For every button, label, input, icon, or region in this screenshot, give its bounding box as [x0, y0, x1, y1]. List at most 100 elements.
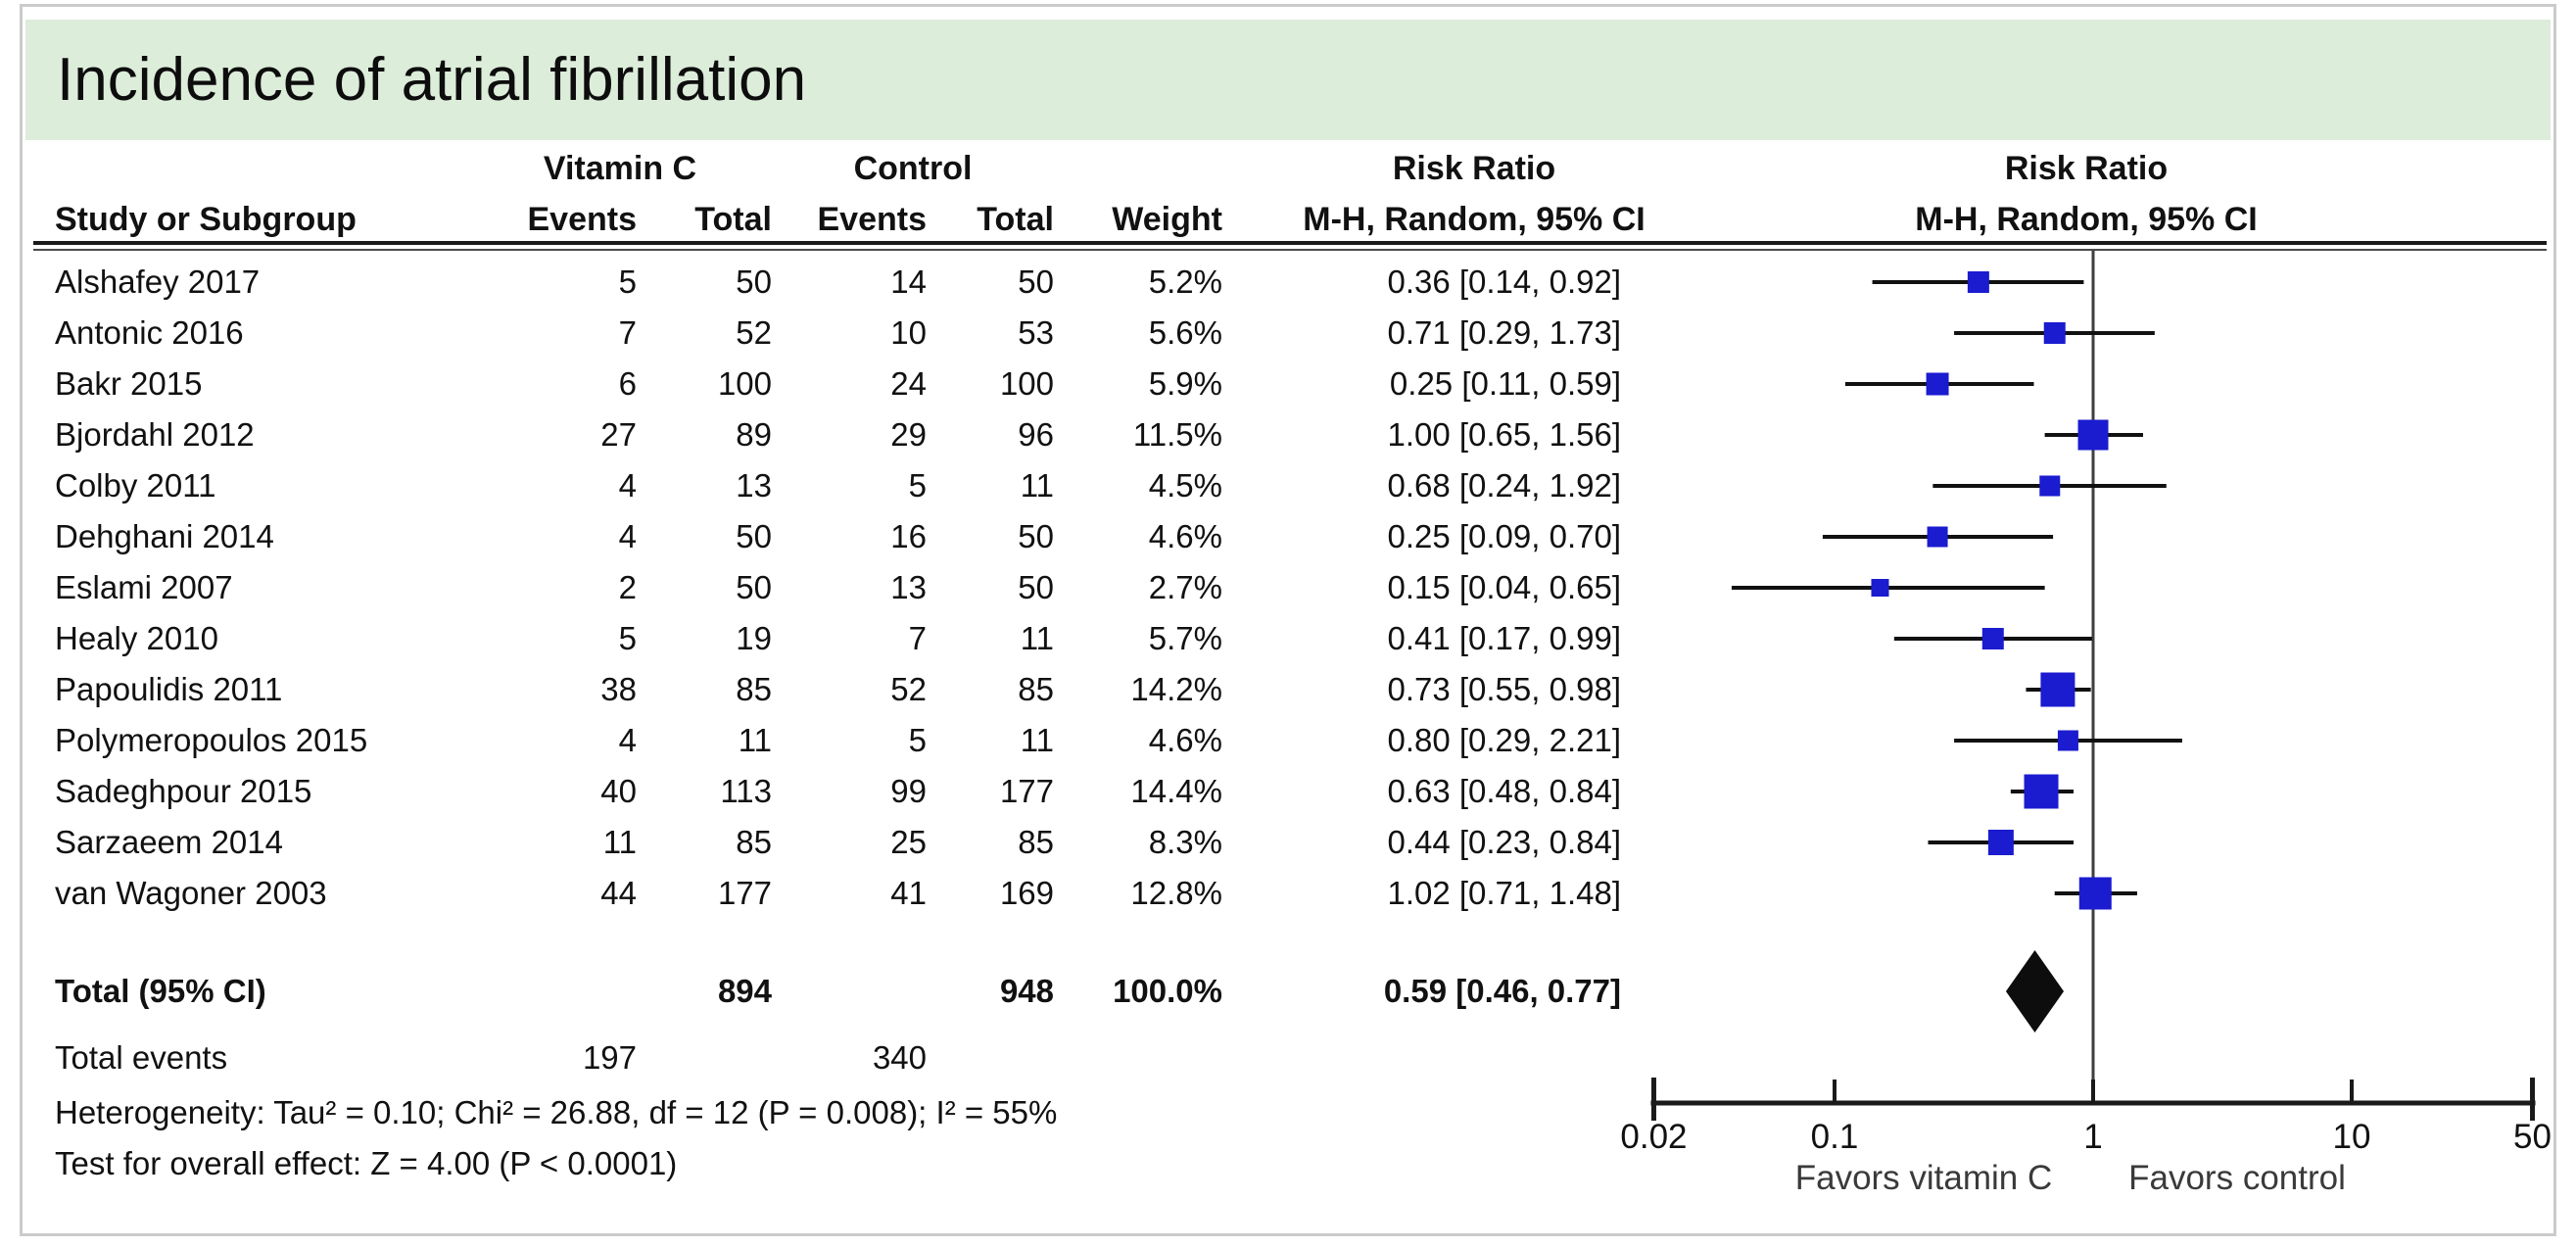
- vitc-total-cell: 50: [736, 569, 772, 605]
- control-total-cell: 11: [1020, 722, 1054, 758]
- risk-ratio-cell: 0.25 [0.11, 0.59]: [1389, 365, 1621, 402]
- total-label: Total (95% CI): [55, 973, 266, 1009]
- risk-ratio-cell: 0.25 [0.09, 0.70]: [1387, 518, 1621, 554]
- study-name-cell: Colby 2011: [55, 467, 216, 504]
- control-total-cell: 50: [1018, 264, 1054, 300]
- header-control-events: Events: [817, 201, 928, 238]
- control-total-cell: 169: [999, 875, 1054, 911]
- header-risk-ratio-text: Risk Ratio: [1392, 150, 1556, 187]
- risk-ratio-cell: 0.41 [0.17, 0.99]: [1387, 620, 1621, 656]
- control-total-cell: 50: [1018, 569, 1054, 605]
- weight-cell: 5.2%: [1148, 264, 1222, 300]
- total-events-control: 340: [872, 1039, 927, 1076]
- total-control-total: 948: [999, 973, 1054, 1009]
- vitc-events-cell: 44: [600, 875, 637, 911]
- weight-cell: 14.2%: [1130, 671, 1222, 707]
- vitc-total-cell: 50: [736, 264, 772, 300]
- overall-effect-text: Test for overall effect: Z = 4.00 (P < 0…: [55, 1145, 678, 1181]
- vitc-events-cell: 5: [618, 264, 637, 300]
- risk-ratio-cell: 0.68 [0.24, 1.92]: [1387, 467, 1621, 504]
- risk-ratio-cell: 0.71 [0.29, 1.73]: [1387, 314, 1621, 351]
- weight-cell: 4.6%: [1148, 518, 1222, 554]
- control-events-cell: 13: [890, 569, 927, 605]
- total-weight: 100.0%: [1113, 973, 1222, 1009]
- risk-ratio-cell: 0.80 [0.29, 2.21]: [1387, 722, 1621, 758]
- weight-cell: 4.5%: [1148, 467, 1222, 504]
- control-total-cell: 96: [1018, 416, 1054, 453]
- risk-ratio-cell: 1.00 [0.65, 1.56]: [1387, 416, 1621, 453]
- control-events-cell: 99: [890, 773, 927, 809]
- vitc-events-cell: 4: [618, 518, 637, 554]
- header-group-control: Control: [853, 150, 973, 187]
- vitc-events-cell: 5: [618, 620, 637, 656]
- control-events-cell: 52: [890, 671, 927, 707]
- header-vitc-events: Events: [527, 201, 638, 238]
- vitc-total-cell: 52: [736, 314, 772, 351]
- vitc-total-cell: 11: [738, 722, 772, 758]
- axis-tick-label: 1: [2083, 1118, 2103, 1156]
- total-vitc-total: 894: [717, 973, 772, 1009]
- study-name-cell: Alshafey 2017: [55, 264, 261, 300]
- vitc-total-cell: 85: [736, 671, 772, 707]
- control-events-cell: 7: [908, 620, 927, 656]
- header-method-text: M-H, Random, 95% CI: [1303, 201, 1646, 238]
- vitc-total-cell: 89: [736, 416, 772, 453]
- study-name-cell: Sadeghpour 2015: [55, 773, 312, 809]
- vitc-events-cell: 27: [600, 416, 637, 453]
- control-total-cell: 100: [999, 365, 1054, 402]
- control-total-cell: 11: [1020, 620, 1054, 656]
- risk-ratio-cell: 0.73 [0.55, 0.98]: [1387, 671, 1621, 707]
- control-total-cell: 53: [1018, 314, 1054, 351]
- study-name-cell: Bakr 2015: [55, 365, 203, 402]
- control-events-cell: 10: [890, 314, 927, 351]
- vitc-events-cell: 40: [600, 773, 637, 809]
- vitc-events-cell: 4: [618, 722, 637, 758]
- axis-tick-label: 50: [2513, 1118, 2552, 1156]
- axis-tick-label: 0.1: [1810, 1118, 1859, 1156]
- study-name-cell: Papoulidis 2011: [55, 671, 283, 707]
- favors-left-label: Favors vitamin C: [1794, 1159, 2053, 1197]
- weight-cell: 5.9%: [1148, 365, 1222, 402]
- vitc-total-cell: 19: [736, 620, 772, 656]
- favors-right-label: Favors control: [2128, 1159, 2346, 1197]
- risk-ratio-cell: 1.02 [0.71, 1.48]: [1387, 875, 1621, 911]
- control-events-cell: 5: [908, 722, 927, 758]
- control-events-cell: 41: [890, 875, 927, 911]
- vitc-events-cell: 38: [600, 671, 637, 707]
- header-rule-lower: [33, 249, 2547, 251]
- header-group-vitamin-c: Vitamin C: [543, 150, 697, 187]
- vitc-total-cell: 100: [717, 365, 772, 402]
- weight-cell: 14.4%: [1130, 773, 1222, 809]
- heterogeneity-text: Heterogeneity: Tau² = 0.10; Chi² = 26.88…: [55, 1094, 1058, 1130]
- study-name-cell: Sarzaeem 2014: [55, 824, 283, 860]
- vitc-events-cell: 11: [602, 824, 637, 860]
- control-total-cell: 85: [1018, 824, 1054, 860]
- control-total-cell: 177: [999, 773, 1054, 809]
- control-events-cell: 25: [890, 824, 927, 860]
- control-events-cell: 24: [890, 365, 927, 402]
- header-study: Study or Subgroup: [55, 201, 357, 238]
- vitc-total-cell: 113: [720, 773, 772, 809]
- risk-ratio-cell: 0.36 [0.14, 0.92]: [1387, 264, 1621, 300]
- study-name-cell: Healy 2010: [55, 620, 218, 656]
- risk-ratio-cell: 0.44 [0.23, 0.84]: [1387, 824, 1621, 860]
- study-name-cell: Eslami 2007: [55, 569, 233, 605]
- header-weight: Weight: [1112, 201, 1222, 238]
- risk-ratio-cell: 0.15 [0.04, 0.65]: [1387, 569, 1621, 605]
- total-events-vitc: 197: [582, 1039, 637, 1076]
- header-rule: [33, 241, 2547, 245]
- header-risk-ratio-plot: Risk Ratio: [2004, 150, 2169, 187]
- vitc-events-cell: 2: [618, 569, 637, 605]
- axis-tick-label: 0.02: [1620, 1118, 1688, 1156]
- study-name-cell: Dehghani 2014: [55, 518, 274, 554]
- total-risk-ratio: 0.59 [0.46, 0.77]: [1383, 973, 1621, 1009]
- vitc-events-cell: 6: [618, 365, 637, 402]
- total-events-label: Total events: [55, 1039, 228, 1076]
- figure-title: Incidence of atrial fibrillation: [57, 46, 807, 114]
- vitc-total-cell: 50: [736, 518, 772, 554]
- control-events-cell: 29: [890, 416, 927, 453]
- weight-cell: 11.5%: [1132, 416, 1222, 453]
- weight-cell: 5.7%: [1148, 620, 1222, 656]
- control-events-cell: 5: [908, 467, 927, 504]
